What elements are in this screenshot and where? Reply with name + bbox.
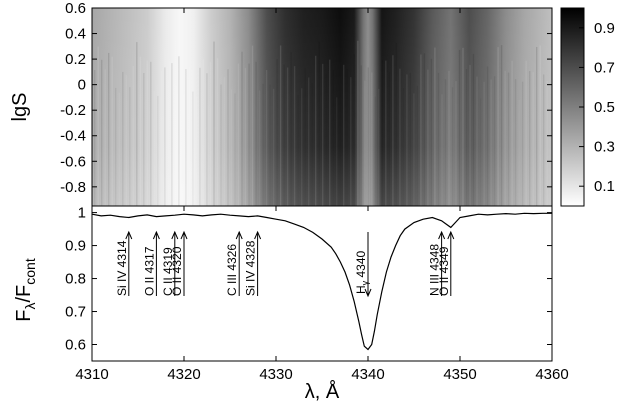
line-annotation: N III 4348 xyxy=(428,230,446,296)
annotation-arrow-head xyxy=(235,230,243,240)
annotation-arrow-head xyxy=(180,230,188,240)
heatmap-y-tick-label: 0.2 xyxy=(65,51,86,68)
heatmap-y-tick-label: -0.4 xyxy=(60,128,86,145)
heatmap-y-tick-label: -0.8 xyxy=(60,179,86,196)
line-annotation: Si IV 4314 xyxy=(115,230,133,296)
spectrum-panel: 1 0.9 0.8 0.7 0.6 4310 4320 4330 4340 4350 4360 S… xyxy=(13,8,569,403)
colorbar-tick-label: 0.3 xyxy=(594,139,615,156)
spectrum-x-tick-label: 4310 xyxy=(75,366,108,383)
ylabel-mid: /F xyxy=(13,285,35,303)
annotation-label-main: H xyxy=(354,285,368,294)
colorbar-tick-label: 0.1 xyxy=(594,178,615,195)
heatmap-y-ticks: 0.6 0.4 0.2 0 -0.2 -0.4 -0.6 -0.8 xyxy=(60,0,552,196)
line-annotation: C III 4326 xyxy=(225,230,243,296)
spectrum-x-ticks: 4310 4320 4330 4340 4350 4360 xyxy=(75,8,569,383)
spectrum-y-axis-label: Fλ/Fcont xyxy=(13,258,38,322)
annotation-label: C III 4326 xyxy=(225,244,239,296)
ylabel-sub1: λ xyxy=(22,303,38,310)
spectrum-x-tick-label: 4360 xyxy=(535,366,568,383)
line-annotation: O II 4317 xyxy=(142,230,160,296)
annotation-label: O II 4317 xyxy=(142,246,156,296)
annotation-arrow-head xyxy=(152,230,160,240)
spectrum-frame xyxy=(91,205,553,362)
heatmap-y-tick-label: -0.6 xyxy=(60,153,86,170)
line-annotation: Si IV 4328 xyxy=(244,230,262,296)
ylabel-main: F xyxy=(13,310,35,322)
annotation-arrow-head xyxy=(125,230,133,240)
heatmap-y-tick-label: 0 xyxy=(78,77,86,94)
heatmap-panel: 0.6 0.4 0.2 0 -0.2 -0.4 -0.6 -0.8 lgS xyxy=(9,0,553,207)
annotation-label: Hγ 4340 xyxy=(354,250,370,294)
annotation-arrow-head xyxy=(447,230,455,240)
heatmap-vertical-shading xyxy=(92,8,552,206)
annotation-label: Si IV 4328 xyxy=(244,240,258,296)
heatmap-y-tick-label: 0.4 xyxy=(65,26,86,43)
colorbar-tick-label: 0.5 xyxy=(594,99,615,116)
annotation-label: N III 4348 xyxy=(428,244,442,296)
spectrum-series-line xyxy=(91,212,552,351)
annotation-label: O II 4320 xyxy=(170,246,184,296)
line-annotation: Hγ 4340 xyxy=(354,232,372,298)
line-annotation: O II 4320 xyxy=(170,230,188,296)
annotation-label-tail: 4340 xyxy=(354,250,368,280)
spectrum-y-tick-label: 0.8 xyxy=(65,271,86,288)
spectrum-x-tick-label: 4320 xyxy=(167,366,200,383)
spectrum-y-tick-label: 0.6 xyxy=(65,337,86,354)
spectrum-x-axis-label: λ, Å xyxy=(305,380,340,403)
spectrum-x-tick-label: 4350 xyxy=(443,366,476,383)
annotation-arrow-head xyxy=(171,230,179,240)
annotation-arrow-head xyxy=(254,230,262,240)
colorbar-ticks: 0.9 0.7 0.5 0.3 0.1 xyxy=(579,20,615,195)
spectrum-y-tick-label: 0.7 xyxy=(65,304,86,321)
colorbar-tick-label: 0.7 xyxy=(594,59,615,76)
annotation-label: O II 4349 xyxy=(437,246,451,296)
heatmap-y-tick-label: 0.6 xyxy=(65,0,86,17)
line-annotation: C II 4319 xyxy=(161,230,179,296)
spectrum-x-tick-label: 4340 xyxy=(351,366,384,383)
spectrum-x-tick-label: 4330 xyxy=(259,366,292,383)
annotation-arrow-head xyxy=(438,230,446,240)
spectrum-y-tick-label: 1 xyxy=(78,205,86,222)
line-annotation: O II 4349 xyxy=(437,230,455,296)
annotation-arrow-head xyxy=(364,288,372,298)
colorbar-tick-label: 0.9 xyxy=(594,20,615,37)
annotation-label: C II 4319 xyxy=(161,247,175,296)
spectrum-y-tick-label: 0.9 xyxy=(65,238,86,255)
colorbar: 0.9 0.7 0.5 0.3 0.1 xyxy=(560,7,615,207)
annotation-label: Si IV 4314 xyxy=(115,240,129,296)
heatmap-y-axis-label: lgS xyxy=(9,93,31,122)
annotation-label-sub: γ xyxy=(360,280,370,285)
spectrum-y-ticks: 1 0.9 0.8 0.7 0.6 xyxy=(65,205,552,354)
ylabel-sub2: cont xyxy=(22,258,38,285)
heatmap-y-tick-label: -0.2 xyxy=(60,102,86,119)
